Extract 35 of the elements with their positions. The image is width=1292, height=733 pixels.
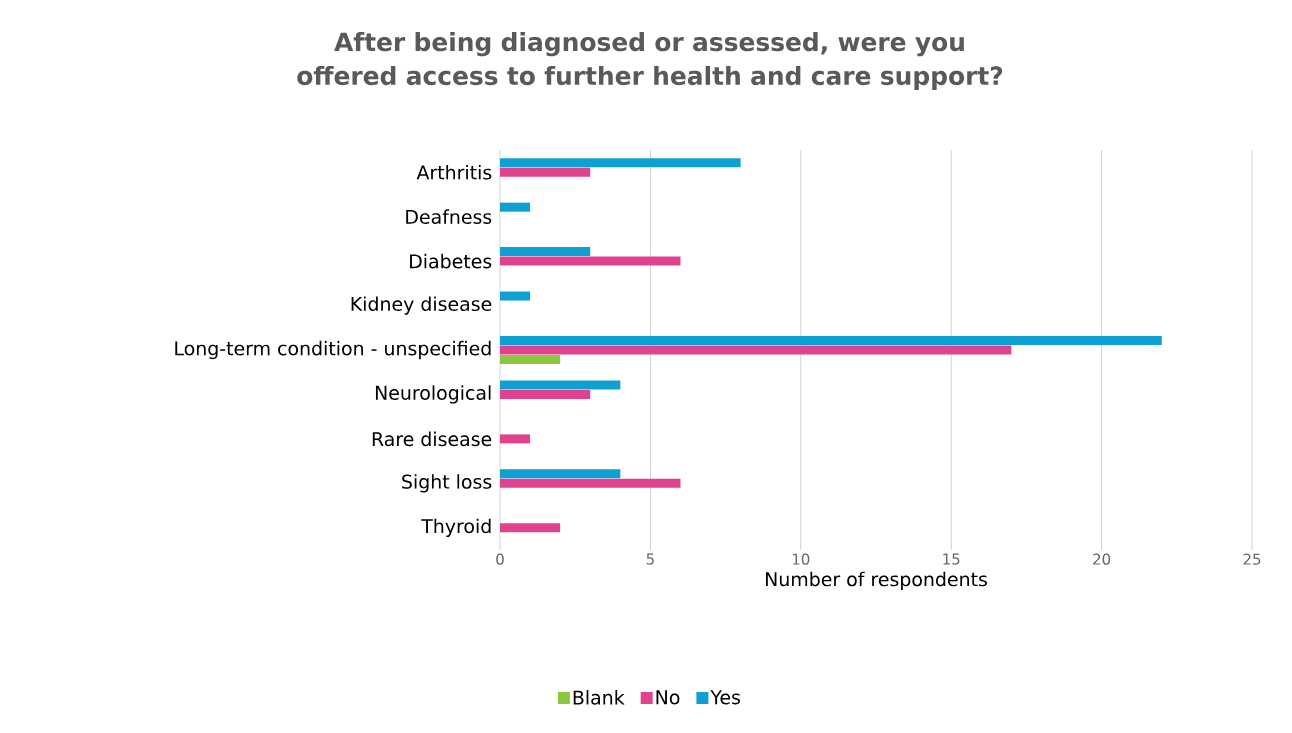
legend-label: No: [656, 690, 680, 705]
bar: [500, 256, 681, 266]
y-tick-label: Kidney disease: [351, 296, 492, 315]
y-tick-label: Long-term condition - unspecified: [175, 340, 491, 360]
bar: [500, 247, 591, 257]
y-tick-label: Arthritis: [416, 164, 492, 180]
bar: [500, 478, 681, 488]
bar: [500, 380, 621, 390]
x-tick-label: 10: [792, 553, 810, 565]
y-tick-label: Rare disease: [372, 431, 492, 447]
x-axis-title: Number of respondents: [766, 571, 987, 590]
bar: [500, 345, 1012, 355]
y-tick-label: Deafness: [406, 209, 492, 224]
bar: [500, 523, 561, 533]
bar: [500, 291, 531, 301]
bar: [500, 389, 591, 399]
x-tick-label: 0: [496, 553, 504, 565]
y-tick-label: Sight loss: [402, 474, 492, 493]
bar: [500, 158, 741, 168]
bar: [500, 434, 531, 444]
bar: [500, 202, 531, 212]
x-tick-label: 5: [646, 553, 654, 565]
x-tick-label: 20: [1093, 553, 1111, 565]
y-tick-label: Neurological: [375, 385, 491, 404]
y-tick-label: Diabetes: [410, 253, 492, 269]
y-tick-label: Thyroid: [421, 518, 491, 537]
bar: [500, 336, 1162, 345]
legend-label: Blank: [573, 690, 625, 705]
chart-title: After being diagnosed or assessed, were you offered access to further health and care support?: [297, 32, 1003, 90]
bar: [500, 355, 561, 364]
x-tick-label: 25: [1243, 553, 1261, 565]
x-tick-label: 15: [943, 553, 960, 565]
bar: [500, 469, 621, 479]
legend-label: Yes: [710, 690, 741, 705]
bar: [500, 167, 591, 177]
